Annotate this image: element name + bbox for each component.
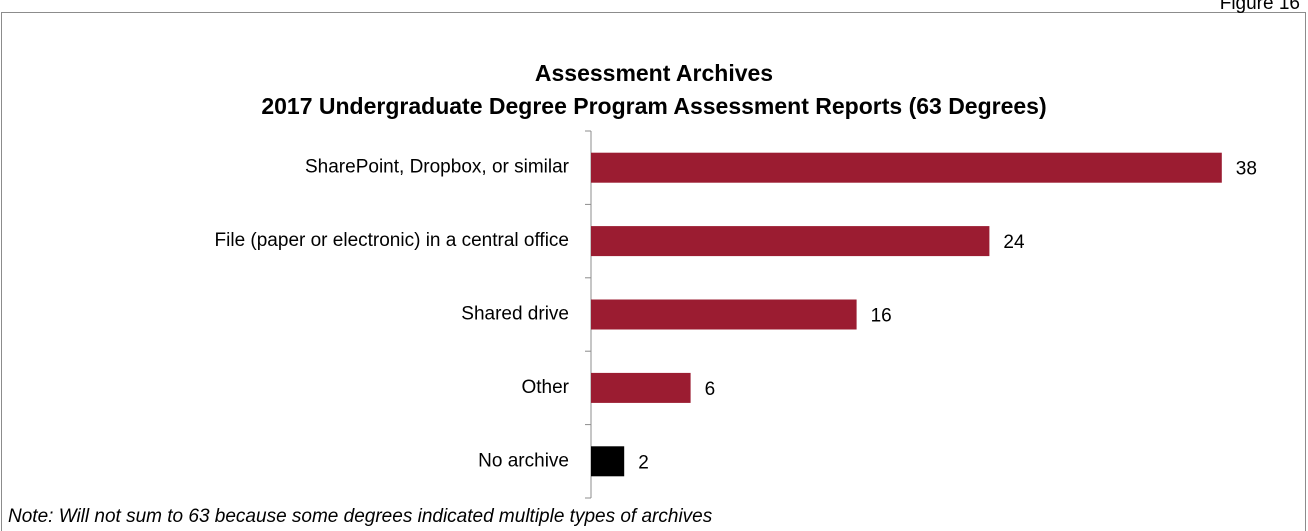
- bar: [591, 372, 691, 403]
- data-label: 6: [705, 379, 716, 400]
- bar: [591, 226, 990, 257]
- y-tick-label: Shared drive: [461, 304, 569, 325]
- chart-subtitle: 2017 Undergraduate Degree Program Assess…: [261, 93, 1046, 119]
- y-tick-label: Other: [521, 377, 569, 398]
- figure-label: Figure 16: [1220, 0, 1300, 14]
- frame: [1, 12, 1306, 531]
- bar: [591, 299, 857, 330]
- y-tick-label: No archive: [478, 450, 569, 471]
- data-label: 16: [871, 306, 892, 327]
- y-tick-label: SharePoint, Dropbox, or similar: [305, 157, 570, 178]
- chart-title: Assessment Archives: [535, 60, 773, 86]
- y-tick-label: File (paper or electronic) in a central …: [215, 230, 569, 251]
- note: Note: Will not sum to 63 because some de…: [8, 506, 713, 527]
- data-label: 24: [1003, 232, 1025, 253]
- data-label: 2: [638, 452, 649, 473]
- data-label: 38: [1236, 159, 1257, 180]
- bar: [591, 446, 625, 477]
- bar: [591, 152, 1222, 183]
